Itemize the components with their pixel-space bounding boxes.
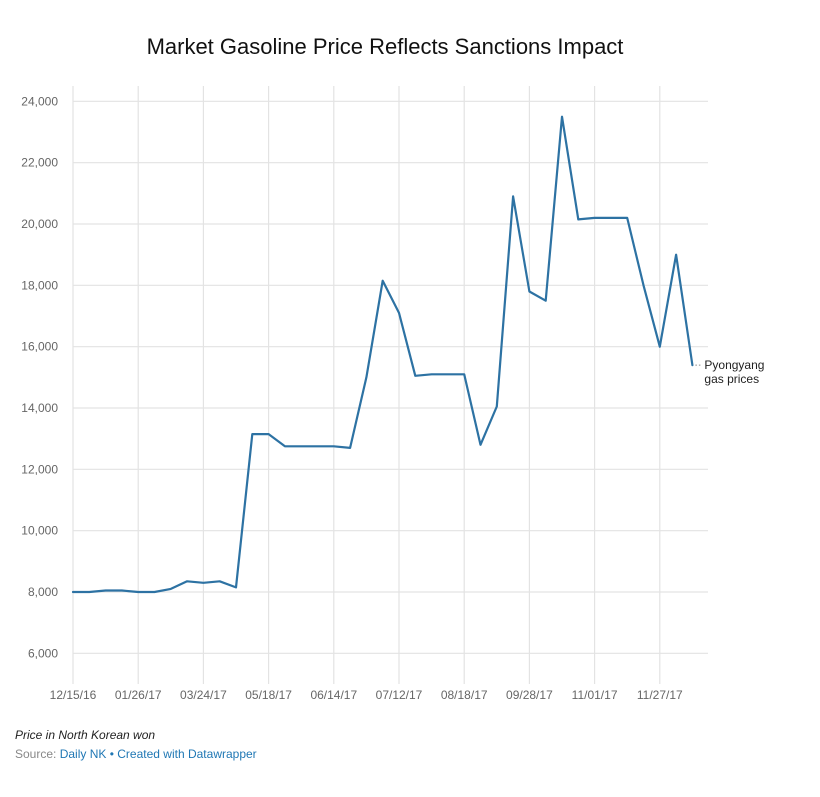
y-tick-label: 10,000 <box>21 524 58 538</box>
source-prefix: Source: <box>15 747 60 761</box>
footer-source: Source: Daily NK • Created with Datawrap… <box>15 747 257 761</box>
series-line-pyongyang-gas-prices <box>71 115 694 594</box>
series-label: Pyongyang gas prices <box>704 358 764 386</box>
vertical-gridlines <box>72 86 661 684</box>
series-group <box>71 115 694 594</box>
source-separator: • <box>106 747 118 761</box>
footer-note: Price in North Korean won <box>15 728 156 742</box>
datawrapper-link[interactable]: Created with Datawrapper <box>117 747 257 761</box>
x-tick-label: 11/01/17 <box>572 688 618 702</box>
x-tick-label: 11/27/17 <box>637 688 683 702</box>
x-tick-label: 03/24/17 <box>180 688 227 702</box>
series-label-group: Pyongyang gas prices <box>695 358 764 386</box>
x-tick-label: 05/18/17 <box>245 688 292 702</box>
x-tick-label: 09/28/17 <box>506 688 553 702</box>
series-label-line: gas prices <box>704 372 759 386</box>
y-tick-label: 6,000 <box>28 646 58 660</box>
x-tick-label: 01/26/17 <box>115 688 162 702</box>
y-tick-label: 22,000 <box>21 156 58 170</box>
x-tick-label: 08/18/17 <box>441 688 488 702</box>
horizontal-gridlines <box>73 100 708 654</box>
y-tick-label: 16,000 <box>21 340 58 354</box>
y-tick-label: 14,000 <box>21 401 58 415</box>
chart-title: Market Gasoline Price Reflects Sanctions… <box>146 34 624 59</box>
x-tick-label: 07/12/17 <box>376 688 423 702</box>
y-tick-label: 20,000 <box>21 217 58 231</box>
y-tick-label: 24,000 <box>21 94 58 108</box>
line-chart: 6,000 8,000 10,000 12,000 14,000 16,000 18,000… <box>21 86 764 702</box>
x-tick-label: 06/14/17 <box>310 688 357 702</box>
x-tick-label: 12/15/16 <box>50 688 97 702</box>
y-tick-label: 12,000 <box>21 462 58 476</box>
source-link[interactable]: Daily NK <box>59 747 107 761</box>
x-axis-tick-labels: 12/15/16 01/26/17 03/24/17 05/18/17 06/14/17… <box>50 688 683 702</box>
y-tick-label: 18,000 <box>21 278 58 292</box>
series-label-line: Pyongyang <box>704 358 764 372</box>
y-tick-label: 8,000 <box>28 585 58 599</box>
y-axis-tick-labels: 6,000 8,000 10,000 12,000 14,000 16,000 18,000… <box>21 94 58 660</box>
